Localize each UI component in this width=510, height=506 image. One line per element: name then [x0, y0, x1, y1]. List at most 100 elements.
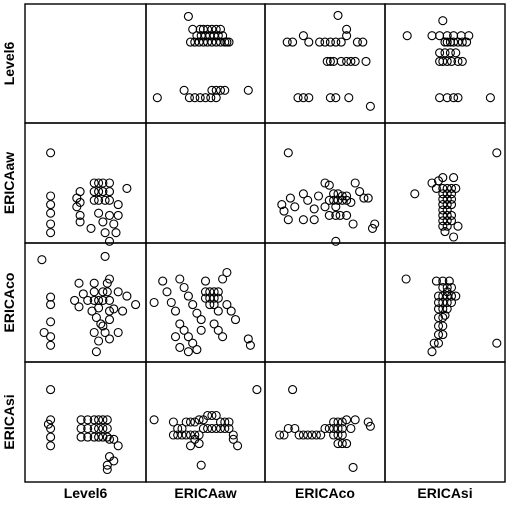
data-point-r3-c0-15 — [94, 415, 104, 425]
data-point-r1-c0-20 — [104, 210, 115, 220]
data-point-r2-c3-24 — [438, 330, 448, 340]
data-point-r0-c1-36 — [206, 93, 216, 103]
data-point-r0-c1-6 — [183, 11, 193, 21]
data-point-r3-c2-29 — [365, 421, 375, 431]
data-point-r2-c1-8 — [188, 300, 198, 310]
data-point-r3-c1-6 — [185, 417, 196, 427]
data-point-r2-c3-17 — [438, 304, 448, 314]
data-point-r0-c3-23 — [453, 56, 463, 66]
data-point-r1-c3-14 — [438, 200, 448, 210]
data-point-r2-c0-12 — [98, 287, 108, 297]
data-point-r1-c3-22 — [438, 216, 448, 226]
data-point-r0-c1-30 — [243, 85, 253, 95]
data-point-r3-c0-12 — [89, 415, 99, 425]
data-point-r0-c2-14 — [322, 56, 332, 66]
data-point-r1-c2-2 — [279, 206, 289, 216]
data-point-r3-c2-1 — [275, 430, 285, 440]
data-point-r2-c1-20 — [213, 287, 223, 297]
data-point-r3-c2-2 — [279, 430, 289, 440]
data-point-r3-c1-17 — [168, 430, 178, 440]
data-point-r1-c0-0 — [46, 148, 56, 158]
panel-frame-r2-c0 — [24, 242, 147, 363]
data-point-r2-c1-11 — [200, 276, 211, 286]
data-point-r3-c0-17 — [94, 432, 104, 442]
data-point-r0-c1-2 — [203, 24, 213, 34]
data-point-r1-c2-31 — [348, 219, 358, 229]
panel-frame-r2-c3 — [384, 242, 506, 363]
data-point-r2-c3-18 — [442, 304, 452, 314]
data-point-r3-c0-28 — [109, 456, 119, 466]
data-point-r1-c2-8 — [313, 191, 324, 201]
x-label-ericaco: ERICAco — [295, 485, 355, 501]
data-point-r2-c1-28 — [175, 319, 185, 329]
data-point-r2-c1-35 — [183, 347, 193, 357]
data-point-r1-c0-28 — [72, 202, 82, 212]
data-point-r3-c2-5 — [294, 430, 304, 440]
data-point-r2-c1-37 — [213, 325, 223, 335]
data-point-r1-c0-23 — [109, 219, 119, 229]
data-point-r0-c2-20 — [350, 56, 360, 66]
data-point-r0-c2-1 — [288, 37, 298, 47]
data-point-r3-c0-3 — [46, 432, 56, 442]
data-point-r3-c0-4 — [46, 441, 56, 451]
data-point-r1-c0-24 — [86, 223, 96, 233]
data-point-r1-c0-3 — [46, 208, 56, 218]
data-point-r2-c1-33 — [170, 332, 181, 342]
data-point-r3-c0-1 — [46, 415, 56, 425]
data-point-r3-c0-16 — [94, 423, 104, 434]
data-point-r1-c3-19 — [438, 210, 448, 220]
data-point-r3-c0-26 — [109, 434, 119, 444]
data-point-r1-c2-28 — [331, 210, 341, 220]
data-point-r2-c1-30 — [183, 332, 193, 342]
data-point-r1-c2-35 — [331, 236, 341, 246]
x-label-level6: Level6 — [64, 485, 108, 501]
data-point-r2-c1-4 — [170, 306, 181, 316]
data-point-r1-c2-12 — [333, 189, 343, 199]
data-point-r0-c3-1 — [427, 31, 437, 41]
data-point-r1-c0-35 — [100, 251, 110, 261]
panel-frame-r3-c0 — [24, 361, 147, 483]
data-point-r1-c2-33 — [309, 215, 319, 225]
data-point-r2-c3-1 — [431, 276, 441, 286]
data-point-r3-c1-11 — [207, 410, 217, 421]
data-point-r1-c3-11 — [438, 194, 448, 204]
data-point-r2-c1-27 — [230, 315, 241, 325]
data-point-r1-c3-23 — [442, 216, 452, 226]
data-point-r2-c3-9 — [442, 291, 452, 301]
data-point-r2-c1-17 — [209, 287, 219, 297]
data-point-r2-c0-2 — [46, 300, 56, 310]
data-point-r2-c1-12 — [200, 287, 211, 297]
data-point-r0-c2-5 — [320, 37, 330, 47]
data-point-r3-c0-13 — [89, 423, 99, 434]
data-point-r2-c1-26 — [226, 306, 236, 316]
data-point-r2-c1-32 — [192, 345, 202, 355]
data-point-r0-c3-8 — [440, 37, 450, 47]
data-point-r0-c1-27 — [211, 85, 221, 95]
data-point-r2-c3-15 — [446, 297, 457, 308]
data-point-r2-c0-7 — [89, 278, 99, 288]
data-point-r2-c1-38 — [218, 332, 228, 342]
data-point-r3-c2-3 — [283, 423, 293, 434]
data-point-r3-c0-11 — [83, 432, 93, 442]
data-point-r0-c3-17 — [445, 48, 455, 58]
data-point-r3-c2-10 — [316, 430, 326, 440]
data-point-r0-c1-3 — [207, 24, 217, 34]
data-point-r1-c0-25 — [75, 210, 85, 220]
data-point-r2-c1-5 — [175, 274, 185, 284]
data-point-r3-c0-25 — [104, 452, 115, 462]
data-point-r2-c3-28 — [492, 338, 502, 348]
data-point-r3-c0-14 — [89, 432, 99, 442]
data-point-r3-c1-22 — [190, 430, 200, 440]
data-point-r1-c3-31 — [433, 176, 444, 186]
data-point-r3-c2-25 — [342, 439, 352, 449]
data-point-r0-c3-18 — [451, 48, 461, 58]
data-point-r3-c1-36 — [194, 439, 204, 449]
data-point-r2-c0-29 — [91, 312, 101, 323]
data-point-r1-c2-5 — [298, 189, 308, 199]
data-point-r0-c2-21 — [361, 56, 371, 66]
data-point-r0-c1-25 — [224, 37, 234, 47]
data-point-r1-c2-9 — [320, 178, 330, 188]
data-point-r0-c2-24 — [304, 93, 314, 103]
data-point-r2-c1-40 — [243, 334, 253, 344]
data-point-r1-c0-19 — [104, 195, 115, 205]
